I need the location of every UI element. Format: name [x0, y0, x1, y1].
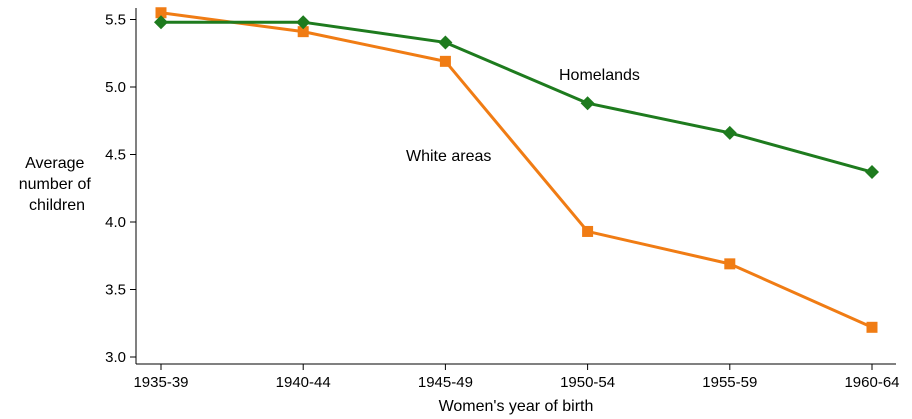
data-point-white-areas	[582, 225, 594, 237]
x-tick-label: 1935-39	[133, 374, 188, 391]
data-point-white-areas	[866, 321, 878, 333]
x-axis-label: Women's year of birth	[439, 398, 594, 415]
data-point-homelands	[296, 15, 311, 30]
x-tick-label: 1940-44	[276, 374, 331, 391]
y-tick-label: 5.5	[105, 12, 126, 29]
y-axis-label-line-2: number of	[19, 176, 92, 193]
y-tick-label: 4.5	[105, 147, 126, 164]
y-tick-label: 3.5	[105, 282, 126, 299]
data-point-homelands	[438, 35, 453, 50]
x-ticks: 1935-39 1940-44 1945-49 1950-54 1955-59 1960-…	[133, 364, 900, 391]
y-ticks: 3.0 3.5 4.0 4.5 5.0 5.5	[105, 12, 136, 366]
x-tick-label: 1955-59	[702, 374, 757, 391]
x-tick-label: 1960-64	[844, 374, 899, 391]
x-tick-label: 1950-54	[560, 374, 615, 391]
series-layer	[154, 7, 879, 333]
data-point-homelands	[865, 165, 879, 180]
axes	[135, 8, 896, 365]
y-tick-label: 5.0	[105, 79, 126, 96]
data-point-homelands	[580, 96, 595, 111]
series-line-white-areas	[160, 11, 873, 329]
data-point-homelands	[722, 125, 737, 140]
y-axis-label-line-1: Average	[25, 155, 84, 172]
data-point-homelands	[154, 15, 168, 30]
y-tick-label: 4.0	[105, 214, 126, 231]
y-tick-label: 3.0	[105, 349, 126, 366]
series-line-homelands	[161, 20, 873, 174]
data-point-white-areas	[155, 7, 167, 19]
x-tick-label: 1945-49	[418, 374, 473, 391]
y-axis-label: Average number of children	[19, 155, 96, 214]
data-point-white-areas	[439, 55, 451, 67]
data-point-white-areas	[297, 26, 309, 38]
series-label-homelands: Homelands	[559, 67, 640, 84]
y-axis-label-line-3: children	[29, 197, 85, 214]
data-point-white-areas	[724, 258, 736, 270]
series-label-white-areas: White areas	[406, 148, 491, 165]
